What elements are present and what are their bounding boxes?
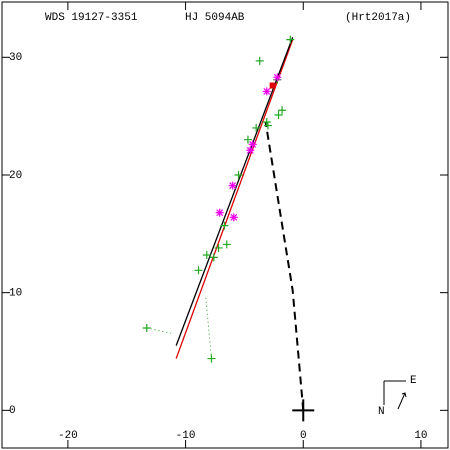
point	[234, 170, 243, 179]
point	[209, 253, 218, 262]
series-line	[146, 294, 212, 359]
point	[262, 118, 271, 127]
compass: E N	[378, 375, 417, 418]
point	[286, 35, 295, 44]
point	[252, 123, 261, 132]
series-line	[264, 121, 305, 411]
compass-arrow	[397, 392, 406, 410]
point	[228, 181, 237, 190]
point	[278, 106, 287, 115]
point	[202, 251, 211, 260]
y-tick-label: 20	[9, 170, 22, 182]
point	[246, 146, 255, 155]
point	[220, 221, 229, 230]
chart-title: WDS 19127-3351	[45, 12, 138, 24]
chart-subtitle: HJ 5094AB	[185, 12, 245, 24]
point	[194, 266, 203, 275]
y-tick-label: 10	[9, 288, 22, 300]
x-tick-label: 10	[414, 430, 427, 442]
point	[273, 73, 282, 82]
point	[229, 213, 238, 222]
compass-north: N	[378, 406, 385, 418]
point	[269, 82, 276, 89]
x-tick-label: -10	[176, 430, 196, 442]
point	[207, 354, 216, 363]
x-tick-label: 0	[300, 430, 307, 442]
point	[222, 240, 231, 249]
point	[262, 87, 271, 96]
series-line	[175, 39, 294, 359]
x-tick-label: -20	[58, 430, 78, 442]
point	[142, 323, 151, 332]
point	[215, 208, 224, 217]
point	[292, 399, 315, 422]
reference: (Hrt2017a)	[345, 12, 411, 24]
compass-arrow	[401, 392, 407, 398]
point	[274, 110, 283, 119]
point	[214, 243, 223, 252]
y-tick-label: 0	[9, 405, 16, 417]
point	[243, 135, 252, 144]
series-line	[175, 37, 294, 346]
point	[248, 140, 257, 149]
point	[263, 121, 272, 130]
point	[255, 56, 264, 65]
compass-east: E	[410, 375, 417, 387]
y-tick-label: 30	[9, 52, 22, 64]
